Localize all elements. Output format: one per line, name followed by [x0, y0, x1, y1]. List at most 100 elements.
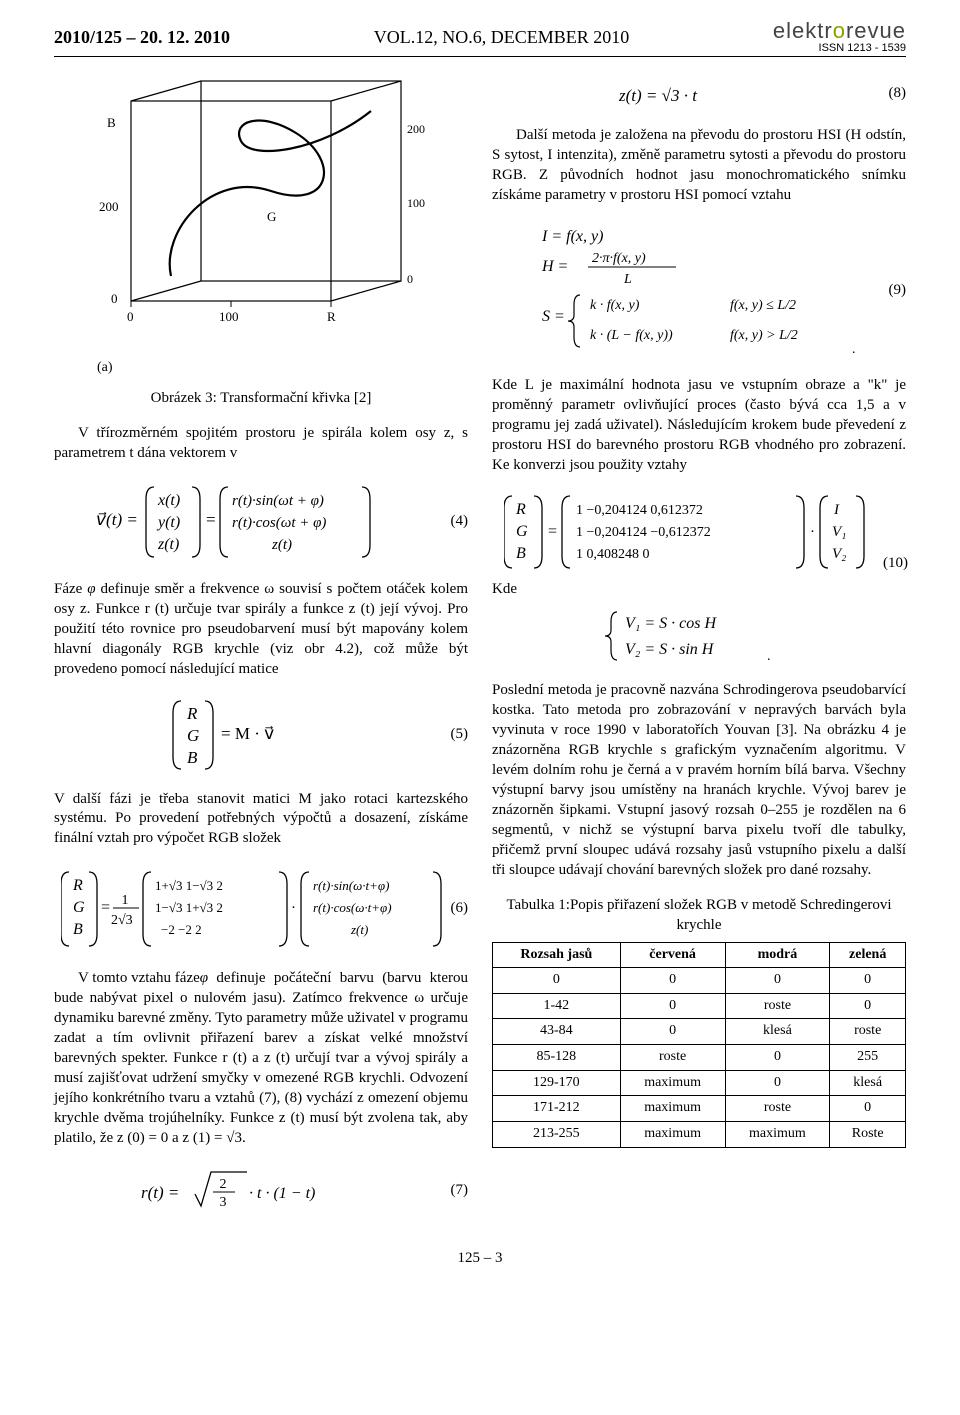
left-p2b: definuje směr a frekvence ω souvisí s po… [54, 581, 468, 677]
svg-text:r(t)·cos(ωt + φ): r(t)·cos(ωt + φ) [232, 515, 326, 531]
svg-text:k · (L − f(x, y)): k · (L − f(x, y)) [590, 328, 673, 343]
svg-text:200: 200 [99, 199, 119, 214]
svg-text:·: · [810, 524, 815, 540]
th-1: červená [620, 942, 725, 968]
svg-text:f(x, y) > L/2: f(x, y) > L/2 [730, 328, 798, 343]
svg-text:V₂: V₂ [832, 546, 846, 562]
svg-text:1−√3 1+√3 2: 1−√3 1+√3 2 [155, 900, 223, 915]
table-cell: 0 [725, 1045, 830, 1071]
table-cell: 0 [830, 993, 906, 1019]
svg-text:v⃗(t) =: v⃗(t) = [96, 510, 138, 529]
eq7-number: (7) [451, 1181, 469, 1201]
left-p4a: V tomto vztahu fáze [54, 969, 200, 989]
table-cell: 0 [830, 968, 906, 994]
svg-text:z(t) = √3 · t: z(t) = √3 · t [618, 86, 698, 105]
svg-text:G: G [73, 899, 85, 916]
table-cell: 85-128 [493, 1045, 621, 1071]
equation-8: z(t) = √3 · t (8) [492, 77, 906, 111]
svg-text:B: B [187, 748, 198, 767]
svg-text:2: 2 [220, 1177, 227, 1192]
journal-logo: elektrorevue [773, 20, 906, 42]
svg-text:y(t): y(t) [156, 514, 180, 531]
right-column: z(t) = √3 · t (8) Další metoda je založe… [492, 71, 906, 1224]
svg-text:z(t): z(t) [350, 922, 368, 937]
table-row: 213-255maximummaximumRoste [493, 1121, 906, 1147]
svg-text:=: = [101, 899, 110, 916]
svg-text:B: B [73, 921, 83, 938]
svg-text:H =: H = [541, 258, 568, 275]
svg-text:0: 0 [111, 291, 118, 306]
table-row: 129-170maximum0klesá [493, 1070, 906, 1096]
left-column: B 200 0 G 0 100 R 200 100 0 (a) [54, 71, 468, 1224]
table-cell: maximum [725, 1121, 830, 1147]
equation-7: r(t) = 2 3 · t · (1 − t) (7) [54, 1164, 468, 1218]
svg-text:1 −0,204124 −0,612372: 1 −0,204124 −0,612372 [576, 525, 711, 540]
svg-text:200: 200 [407, 122, 425, 136]
svg-text:L: L [623, 272, 632, 287]
svg-text:.: . [767, 649, 771, 664]
figure-3-caption: Obrázek 3: Transformační křivka [2] [54, 389, 468, 409]
svg-text:R: R [515, 501, 526, 518]
equation-4: v⃗(t) = x(t) y(t) z(t) = r(t)·sin(ωt + φ… [54, 479, 468, 565]
svg-text:0: 0 [407, 272, 413, 286]
eq4-number: (4) [451, 512, 469, 532]
right-p2: Poslední metoda je pracovně nazvána Schr… [492, 681, 906, 880]
table-row: 1-420roste0 [493, 993, 906, 1019]
table-cell: maximum [620, 1070, 725, 1096]
table-header-row: Rozsah jasů červená modrá zelená [493, 942, 906, 968]
table-cell: maximum [620, 1121, 725, 1147]
table-cell: 0 [620, 968, 725, 994]
left-p4b: definuje počáteční barvu (barvu kterou b… [54, 970, 468, 1146]
svg-text:G: G [267, 209, 276, 224]
header-center: VOL.12, NO.6, DECEMBER 2010 [374, 27, 630, 48]
issn-label: ISSN 1213 - 1539 [773, 43, 906, 54]
table-cell: 213-255 [493, 1121, 621, 1147]
table-cell: roste [725, 1096, 830, 1122]
table-cell: roste [620, 1045, 725, 1071]
table-cell: 171-212 [493, 1096, 621, 1122]
svg-text:1 −0,204124 0,612372: 1 −0,204124 0,612372 [576, 503, 703, 518]
svg-text:1: 1 [122, 893, 129, 908]
left-p2a: Fáze [54, 581, 87, 597]
table-cell: 0 [830, 1096, 906, 1122]
svg-text:= M · v⃗: = M · v⃗ [221, 724, 274, 743]
table-row: 85-128roste0255 [493, 1045, 906, 1071]
svg-text:1 0,408248 0: 1 0,408248 0 [576, 547, 650, 562]
svg-text:2√3: 2√3 [111, 913, 133, 928]
svg-text:f(x, y) ≤ L/2: f(x, y) ≤ L/2 [730, 298, 796, 313]
svg-text:I = f(x, y): I = f(x, y) [541, 228, 603, 245]
kde-label: Kde [492, 580, 906, 600]
table-cell: 0 [725, 1070, 830, 1096]
table-cell: 1-42 [493, 993, 621, 1019]
svg-text:r(t) =: r(t) = [141, 1183, 179, 1202]
table-cell: 0 [620, 993, 725, 1019]
eq9-number: (9) [889, 281, 907, 301]
svg-text:=: = [206, 510, 216, 529]
svg-text:z(t): z(t) [157, 536, 179, 553]
equation-6: R G B = 1 2√3 1+√3 1−√3 2 1−√3 1+√3 2 −2… [54, 864, 468, 954]
left-p3: V další fázi je třeba stanovit matici M … [54, 790, 468, 850]
table-cell: klesá [725, 1019, 830, 1045]
svg-text:R: R [186, 704, 198, 723]
table-row: 171-212maximumroste0 [493, 1096, 906, 1122]
header-left: 2010/125 – 20. 12. 2010 [54, 27, 230, 48]
svg-text:R: R [327, 309, 336, 324]
table-cell: 0 [620, 1019, 725, 1045]
svg-text:x(t): x(t) [157, 492, 180, 509]
svg-text:r(t)·cos(ω·t+φ): r(t)·cos(ω·t+φ) [313, 900, 392, 915]
equation-5: R G B = M · v⃗ (5) [54, 695, 468, 775]
svg-text:=: = [548, 523, 557, 540]
figure-3-svg: B 200 0 G 0 100 R 200 100 0 (a) [91, 71, 431, 381]
svg-text:G: G [516, 523, 528, 540]
th-2: modrá [725, 942, 830, 968]
svg-text:1+√3 1−√3 2: 1+√3 1−√3 2 [155, 878, 223, 893]
table-cell: maximum [620, 1096, 725, 1122]
left-p1: V třírozměrném spojitém prostoru je spir… [54, 424, 468, 464]
table-cell: 0 [493, 968, 621, 994]
svg-text:B: B [107, 115, 116, 130]
page-number: 125 – 3 [54, 1250, 906, 1267]
svg-text:· t · (1 − t): · t · (1 − t) [249, 1185, 315, 1202]
equation-9: I = f(x, y) H = 2·π·f(x, y) L S = k · f(… [492, 221, 906, 361]
th-3: zelená [830, 942, 906, 968]
table-cell: 129-170 [493, 1070, 621, 1096]
